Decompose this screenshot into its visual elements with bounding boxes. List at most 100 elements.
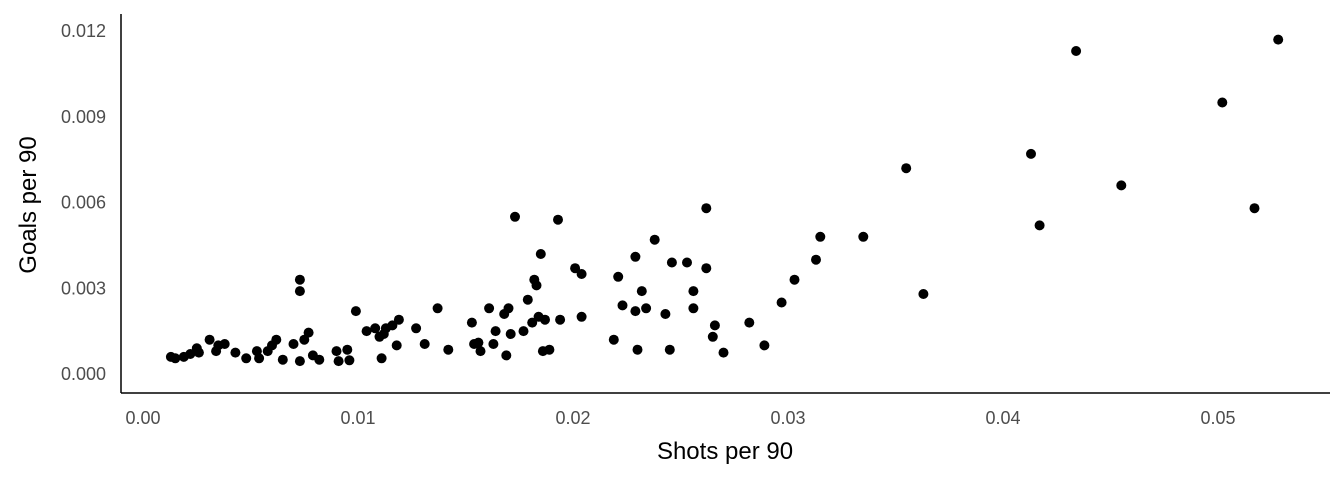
scatter-point — [576, 311, 587, 322]
scatter-point — [204, 334, 215, 345]
scatter-point — [1249, 203, 1260, 214]
scatter-point — [376, 353, 387, 364]
scatter-point — [473, 337, 484, 348]
scatter-point — [230, 347, 241, 358]
scatter-point — [185, 349, 196, 359]
y-axis-ticks: 0.000 0.003 0.006 0.009 0.012 — [61, 21, 106, 384]
scatter-point — [789, 274, 800, 285]
x-tick-label: 0.00 — [125, 408, 160, 428]
scatter-point — [527, 317, 538, 328]
scatter-point — [744, 317, 755, 328]
scatter-point — [811, 254, 821, 265]
plot-area — [165, 34, 1284, 367]
scatter-point — [682, 257, 692, 268]
scatter-point — [488, 339, 499, 349]
scatter-point — [858, 231, 869, 242]
x-tick-label: 0.03 — [770, 408, 805, 428]
scatter-point — [1034, 220, 1045, 231]
scatter-point — [432, 303, 443, 314]
scatter-point — [613, 271, 624, 282]
scatter-point — [570, 263, 581, 274]
scatter-point — [776, 297, 787, 308]
scatter-point — [918, 289, 929, 299]
scatter-point — [576, 269, 587, 279]
scatter-point — [361, 326, 372, 337]
scatter-point — [701, 263, 712, 274]
scatter-point — [641, 303, 652, 314]
scatter-point — [718, 347, 729, 358]
scatter-point — [535, 249, 546, 259]
scatter-point — [707, 331, 718, 342]
x-axis-ticks: 0.00 0.01 0.02 0.03 0.04 0.05 — [125, 408, 1235, 428]
scatter-point — [314, 354, 325, 365]
scatter-point — [1026, 148, 1036, 159]
scatter-point — [503, 303, 514, 314]
scatter-point — [391, 340, 402, 351]
scatter-point — [510, 211, 520, 222]
scatter-point — [344, 355, 355, 366]
scatter-point — [688, 303, 699, 314]
x-axis-title: Shots per 90 — [657, 438, 793, 465]
x-tick-label: 0.05 — [1200, 408, 1235, 428]
scatter-point — [608, 334, 619, 345]
scatter-point — [522, 294, 533, 305]
scatter-point — [649, 234, 660, 245]
scatter-point — [370, 323, 381, 334]
scatter-point — [544, 344, 555, 355]
scatter-point — [294, 274, 305, 285]
scatter-point — [1116, 180, 1127, 191]
scatter-point — [288, 339, 299, 349]
scatter-point — [294, 286, 305, 297]
scatter-point — [505, 329, 516, 339]
scatter-point — [1071, 46, 1082, 56]
scatter-point — [501, 350, 512, 361]
scatter-point — [901, 163, 912, 174]
x-tick-label: 0.01 — [340, 408, 375, 428]
y-tick-label: 0.012 — [61, 21, 106, 41]
scatter-point — [664, 344, 675, 355]
scatter-point — [333, 356, 344, 367]
scatter-point — [636, 286, 647, 297]
scatter-point — [342, 344, 353, 355]
scatter-point — [518, 326, 529, 337]
scatter-point — [170, 353, 181, 364]
y-tick-label: 0.006 — [61, 193, 106, 213]
y-tick-label: 0.003 — [61, 278, 106, 298]
y-tick-label: 0.000 — [61, 364, 106, 384]
scatter-point — [387, 320, 398, 331]
scatter-point — [540, 314, 550, 325]
scatter-point — [475, 346, 486, 357]
scatter-point — [254, 353, 265, 364]
scatter-point — [555, 314, 566, 325]
scatter-point — [815, 231, 826, 242]
scatter-point — [630, 306, 641, 317]
scatter-point — [277, 354, 288, 365]
scatter-point — [632, 344, 643, 355]
scatter-point — [553, 214, 563, 225]
scatter-point — [759, 340, 770, 351]
scatter-point — [303, 327, 314, 338]
scatter-point — [709, 320, 720, 331]
scatter-point — [1273, 34, 1284, 45]
scatter-point — [617, 300, 628, 311]
scatter-point — [393, 314, 404, 325]
scatter-point — [630, 251, 641, 262]
x-tick-label: 0.04 — [985, 408, 1020, 428]
y-axis-title: Goals per 90 — [15, 136, 42, 273]
scatter-point — [193, 347, 204, 358]
scatter-point — [1217, 97, 1228, 108]
scatter-point — [271, 334, 282, 345]
scatter-point — [331, 346, 342, 357]
scatter-point — [419, 339, 430, 349]
scatter-point — [350, 306, 361, 317]
scatter-point — [531, 280, 542, 291]
scatter-point — [490, 326, 501, 337]
scatter-point — [241, 353, 252, 364]
scatter-point — [466, 317, 477, 328]
scatter-point — [411, 323, 422, 334]
scatter-point — [443, 344, 454, 355]
scatter-point — [666, 257, 677, 268]
scatter-point — [660, 309, 671, 319]
scatter-point — [701, 203, 712, 214]
